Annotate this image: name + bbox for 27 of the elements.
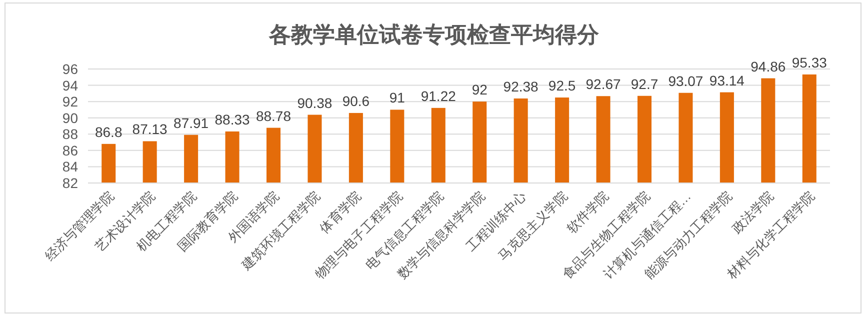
y-tick-label: 88 bbox=[62, 126, 78, 142]
chart-title: 各教学单位试卷专项检查平均得分 bbox=[268, 22, 600, 47]
data-label: 91.22 bbox=[420, 88, 456, 104]
y-tick-label: 96 bbox=[62, 61, 78, 77]
data-label: 92 bbox=[472, 82, 488, 98]
data-label: 86.8 bbox=[94, 124, 122, 140]
y-tick-label: 86 bbox=[62, 142, 78, 158]
y-tick-label: 82 bbox=[62, 175, 78, 191]
data-label: 88.78 bbox=[256, 108, 292, 124]
y-tick-label: 84 bbox=[62, 158, 78, 175]
data-label: 92.38 bbox=[503, 78, 539, 94]
data-label: 93.07 bbox=[668, 72, 704, 89]
data-label: 90.6 bbox=[342, 92, 370, 109]
data-label: 95.33 bbox=[792, 54, 828, 70]
data-label: 90.38 bbox=[297, 94, 332, 111]
data-label: 87.13 bbox=[132, 121, 168, 138]
data-label: 92.67 bbox=[586, 76, 621, 92]
data-label: 88.33 bbox=[214, 111, 250, 128]
data-label: 93.14 bbox=[709, 72, 745, 88]
y-tick-label: 94 bbox=[62, 77, 78, 94]
y-tick-label: 90 bbox=[62, 110, 78, 126]
data-label: 92.5 bbox=[548, 78, 576, 94]
y-tick-label: 92 bbox=[62, 94, 78, 110]
data-label: 91 bbox=[389, 90, 406, 106]
data-label: 94.86 bbox=[750, 58, 786, 74]
data-label: 92.7 bbox=[630, 76, 658, 92]
data-label: 87.91 bbox=[174, 114, 209, 131]
